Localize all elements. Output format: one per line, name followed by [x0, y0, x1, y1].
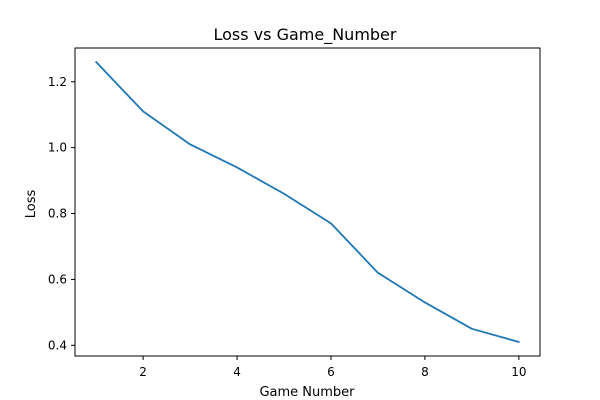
- x-tick-label: 4: [233, 365, 241, 379]
- x-tick-label: 10: [511, 365, 526, 379]
- plot-frame: [74, 47, 541, 357]
- chart-title: Loss vs Game_Number: [214, 25, 397, 45]
- y-tick-label: 0.4: [48, 338, 67, 352]
- y-tick-label: 1.0: [48, 141, 67, 155]
- y-tick-label: 1.2: [48, 75, 67, 89]
- x-tick-label: 2: [139, 365, 147, 379]
- loss-line: [95, 61, 520, 343]
- data-points: [96, 61, 519, 343]
- y-axis-label: Loss: [24, 190, 39, 219]
- x-axis-ticks: 2 4 6 8 10: [139, 356, 527, 379]
- x-tick-label: 6: [327, 365, 335, 379]
- x-axis-label: Game Number: [259, 385, 355, 400]
- y-tick-label: 0.6: [48, 272, 67, 286]
- y-axis-ticks: 0.4 0.6 0.8 1.0 1.2: [48, 75, 75, 352]
- x-tick-label: 8: [421, 365, 429, 379]
- plot-background: [75, 48, 540, 356]
- y-tick-label: 0.8: [48, 207, 67, 221]
- plot-area: [74, 47, 541, 357]
